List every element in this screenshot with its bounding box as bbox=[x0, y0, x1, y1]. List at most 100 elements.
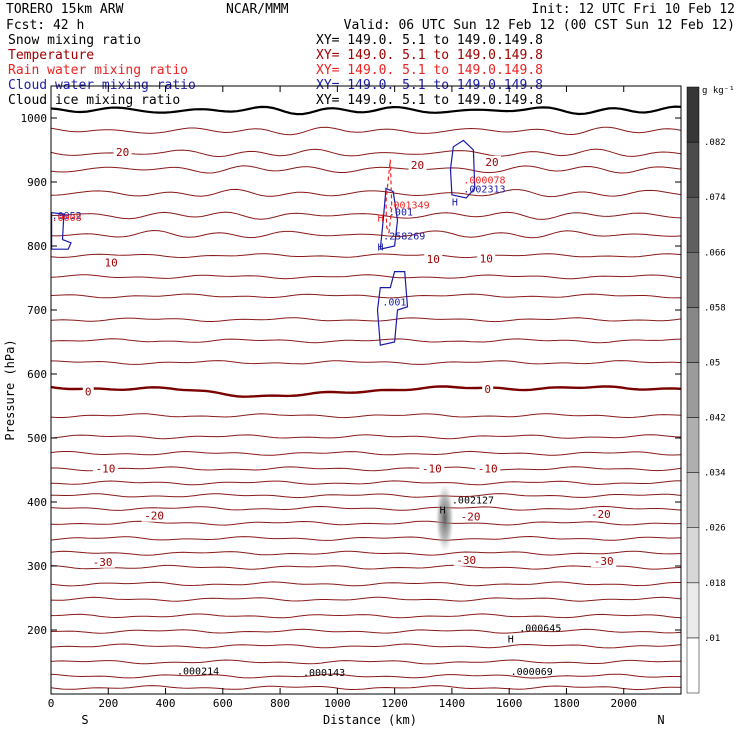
colorbar-tick-label: .01 bbox=[704, 634, 720, 644]
contour-label: -20 bbox=[144, 510, 164, 523]
contour-label: -30 bbox=[93, 556, 113, 569]
maximum-value: .001 bbox=[382, 297, 406, 308]
colorbar-tick-label: .082 bbox=[704, 138, 726, 148]
x-tick-label: 1000 bbox=[324, 697, 351, 710]
contour-label: 20 bbox=[116, 146, 129, 159]
y-axis-label: Pressure (hPa) bbox=[3, 339, 17, 440]
maximum-value: .002127 bbox=[452, 496, 494, 507]
isotherm-line bbox=[51, 550, 681, 556]
isotherm-line bbox=[51, 211, 681, 220]
maximum-value: .000078 bbox=[463, 176, 505, 187]
x-tick-label: 1400 bbox=[439, 697, 466, 710]
contour-label-bg bbox=[419, 462, 445, 475]
y-tick-label: 700 bbox=[27, 304, 47, 317]
field-xy-rain: XY= 149.0. 5.1 to 149.0.149.8 bbox=[316, 63, 543, 78]
field-name-cloud-ice: Cloud ice mixing ratio bbox=[8, 93, 180, 108]
field-xy-snow: XY= 149.0. 5.1 to 149.0.149.8 bbox=[316, 33, 543, 48]
contour-label: 10 bbox=[427, 253, 440, 266]
colorbar-tick-label: .05 bbox=[704, 358, 720, 368]
colorbar-segment bbox=[686, 417, 700, 473]
maximum-marker: H bbox=[440, 505, 446, 516]
colorbar-segment bbox=[686, 141, 700, 198]
maximum-value: .001349 bbox=[387, 201, 429, 212]
x-axis-label: Distance (km) bbox=[323, 713, 417, 727]
x-tick-label: 0 bbox=[48, 697, 55, 710]
colorbar-segment bbox=[686, 196, 700, 253]
y-tick-label: 300 bbox=[27, 560, 47, 573]
isotherm-line bbox=[51, 643, 681, 649]
contour-label-bg bbox=[90, 555, 116, 568]
contour-label: 10 bbox=[105, 256, 118, 269]
isotherm-line bbox=[51, 581, 681, 587]
isotherm-line bbox=[51, 360, 681, 365]
forecast-hour: Fcst: 42 h bbox=[6, 18, 84, 33]
y-tick-label: 800 bbox=[27, 240, 47, 253]
maximum-value: .000214 bbox=[177, 667, 219, 678]
maximum-value: .000069 bbox=[511, 667, 553, 678]
contour-label: -10 bbox=[422, 462, 442, 475]
contour-label-bg bbox=[453, 553, 479, 566]
isotherm-line bbox=[51, 480, 681, 486]
contour-label: -10 bbox=[478, 462, 498, 475]
contour-label-bg bbox=[458, 510, 484, 523]
x-tick-label: 1800 bbox=[553, 697, 580, 710]
axes: 0 200 400 600 800 1000 1200 1400 1600 1800 2000200… bbox=[21, 86, 681, 710]
contour-label: -10 bbox=[95, 462, 115, 475]
colorbar-tick-label: .066 bbox=[704, 248, 726, 258]
y-tick-label: 600 bbox=[27, 368, 47, 381]
isotherm-line bbox=[51, 628, 681, 634]
contour-label: 20 bbox=[411, 159, 424, 172]
isotherm-line bbox=[51, 493, 681, 499]
colorbar-tick-label: .018 bbox=[704, 579, 726, 589]
plot-frame bbox=[50, 85, 682, 695]
x-tick-label: 400 bbox=[156, 697, 176, 710]
contour-label: 20 bbox=[485, 156, 498, 169]
isotherm-line bbox=[51, 613, 681, 619]
contour-label: -20 bbox=[461, 510, 481, 523]
cloud-water-contour bbox=[449, 139, 476, 199]
cloud-water-contour bbox=[376, 271, 409, 346]
rain-water-contour bbox=[385, 159, 393, 234]
isotherm-line bbox=[51, 126, 681, 136]
maximum-value: .000645 bbox=[519, 624, 561, 635]
isotherm-line bbox=[51, 505, 681, 511]
isotherm-line bbox=[51, 148, 681, 158]
y-tick-label: 400 bbox=[27, 496, 47, 509]
field-name-snow: Snow mixing ratio bbox=[8, 33, 141, 48]
contour-label-bg bbox=[92, 462, 118, 475]
contour-label-bg bbox=[482, 383, 494, 395]
colorbar-segment bbox=[686, 637, 700, 694]
cloud-water-contour bbox=[51, 212, 72, 250]
colorbar-tick-label: .074 bbox=[704, 193, 726, 203]
contour-label: 10 bbox=[480, 252, 493, 265]
maximum-marker: H bbox=[377, 213, 383, 224]
maximum-value: .0952 bbox=[52, 211, 82, 222]
south-end-label: S bbox=[81, 713, 88, 727]
isotherm-line bbox=[51, 535, 681, 541]
x-tick-label: 800 bbox=[270, 697, 290, 710]
x-tick-label: 600 bbox=[213, 697, 233, 710]
maximum-value: .258269 bbox=[383, 231, 425, 242]
isotherm-line bbox=[51, 385, 681, 398]
contour-label-bg bbox=[477, 252, 496, 265]
colorbar-tick-label: .026 bbox=[704, 524, 726, 534]
contour-label-bg bbox=[424, 253, 443, 266]
colorbar-segment bbox=[686, 307, 700, 363]
isotherm-line bbox=[51, 450, 681, 456]
isotherm-line bbox=[51, 229, 681, 239]
isotherm-line bbox=[51, 413, 681, 419]
colorbar-segment bbox=[686, 252, 700, 308]
contour-label-bg bbox=[591, 555, 617, 568]
isotherm-line bbox=[51, 188, 681, 198]
isotherm-line bbox=[51, 293, 681, 299]
contour-label: -30 bbox=[594, 555, 614, 568]
colorbar-segment bbox=[686, 86, 700, 143]
isotherm-line bbox=[51, 253, 681, 259]
isotherm-line bbox=[51, 317, 681, 323]
contour-label-bg bbox=[141, 509, 167, 522]
y-tick-label: 900 bbox=[27, 176, 47, 189]
field-xy-temperature: XY= 149.0. 5.1 to 149.0.149.8 bbox=[316, 48, 543, 63]
isotherm-line bbox=[51, 105, 681, 116]
isotherm-line bbox=[51, 520, 681, 526]
contour-label-bg bbox=[475, 462, 501, 475]
